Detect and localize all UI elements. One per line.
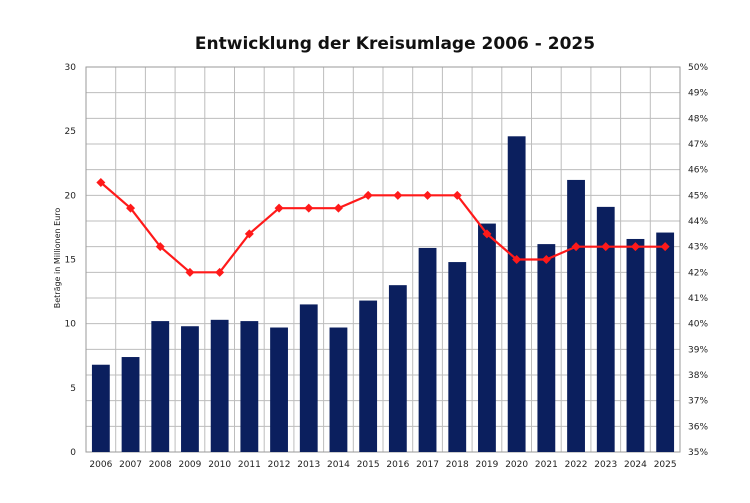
bar — [388, 285, 407, 452]
bar — [596, 206, 615, 452]
y2-tick-label: 40% — [688, 320, 708, 330]
y-axis-label: Beträge in Millionen Euro — [53, 208, 62, 309]
x-tick-label: 2023 — [594, 460, 617, 470]
y2-tick-label: 44% — [688, 217, 708, 227]
plot-frame — [85, 66, 681, 453]
bar — [151, 321, 170, 452]
x-tick-label: 2013 — [297, 460, 320, 470]
x-tick-label: 2019 — [475, 460, 498, 470]
x-tick-label: 2010 — [208, 460, 231, 470]
bar — [537, 244, 556, 452]
line-marker — [155, 242, 165, 252]
x-tick-label: 2007 — [119, 460, 142, 470]
line-marker — [601, 242, 611, 252]
bar — [270, 327, 288, 452]
bar — [478, 223, 496, 452]
bar — [181, 326, 199, 452]
x-tick-label: 2015 — [357, 460, 380, 470]
line-marker — [96, 178, 106, 187]
y-tick-label: 15 — [65, 256, 76, 266]
x-tick-label: 2009 — [178, 460, 201, 470]
y2-tick-label: 42% — [688, 268, 708, 278]
bar — [121, 357, 140, 452]
bar — [359, 300, 378, 452]
y2-tick-label: 38% — [688, 371, 708, 381]
line-marker — [393, 190, 403, 200]
line-marker — [630, 242, 640, 252]
line-marker — [244, 229, 254, 239]
bar — [656, 232, 675, 452]
grid — [85, 66, 681, 453]
x-tick-label: 2006 — [89, 460, 112, 470]
line-marker — [660, 242, 670, 252]
line-marker — [126, 203, 136, 213]
bar — [626, 238, 645, 452]
x-tick-label: 2016 — [386, 460, 409, 470]
y-tick-label: 5 — [70, 384, 76, 394]
y2-tick-label: 47% — [688, 140, 708, 150]
line-marker — [215, 267, 225, 277]
y-tick-label: 25 — [65, 127, 76, 137]
y2-tick-label: 48% — [688, 114, 708, 124]
y2-tick-label: 43% — [688, 243, 708, 253]
line-marker — [571, 242, 581, 252]
y-tick-label: 10 — [65, 320, 77, 330]
x-tick-label: 2022 — [565, 460, 588, 470]
bar — [240, 321, 259, 452]
line-marker — [452, 190, 462, 200]
line-marker — [304, 203, 314, 213]
y2-tick-label: 46% — [688, 166, 708, 176]
line-marker — [541, 255, 551, 264]
bars — [91, 136, 675, 453]
y2-tick-label: 49% — [688, 89, 708, 99]
line-marker — [274, 203, 284, 213]
x-tick-label: 2012 — [268, 460, 291, 470]
y-tick-label: 20 — [65, 191, 77, 201]
bar — [567, 179, 585, 452]
percentage-line — [100, 181, 666, 274]
y2-tick-label: 45% — [688, 191, 708, 201]
x-tick-label: 2025 — [654, 460, 677, 470]
x-tick-label: 2020 — [505, 460, 528, 470]
bar — [448, 262, 467, 452]
line-marker — [423, 190, 433, 200]
x-tick-label: 2024 — [624, 460, 647, 470]
y2-tick-label: 37% — [688, 397, 708, 407]
line-marker — [482, 229, 492, 239]
y2-tick-label: 41% — [688, 294, 708, 304]
ticks: 05101520253035%36%37%38%39%40%41%42%43%4… — [65, 63, 709, 470]
bar — [299, 304, 318, 452]
y2-tick-label: 50% — [688, 63, 708, 73]
line-marker — [333, 203, 343, 213]
x-tick-label: 2008 — [149, 460, 172, 470]
bar — [329, 327, 348, 452]
bar — [507, 136, 526, 453]
x-tick-label: 2014 — [327, 460, 350, 470]
line-marker — [363, 190, 373, 200]
y-tick-label: 30 — [65, 63, 77, 73]
line-marker — [512, 255, 522, 264]
y2-tick-label: 36% — [688, 422, 708, 432]
chart-title: Entwicklung der Kreisumlage 2006 - 2025 — [195, 34, 595, 54]
bar — [91, 364, 110, 452]
x-tick-label: 2021 — [535, 460, 558, 470]
y-tick-label: 0 — [70, 448, 76, 458]
bar — [418, 247, 437, 452]
x-tick-label: 2018 — [446, 460, 469, 470]
y2-tick-label: 39% — [688, 345, 708, 355]
x-tick-label: 2017 — [416, 460, 439, 470]
line-marker — [185, 267, 195, 277]
line-series — [96, 178, 670, 277]
bar — [210, 319, 229, 452]
x-tick-label: 2011 — [238, 460, 261, 470]
y2-tick-label: 35% — [688, 448, 708, 458]
